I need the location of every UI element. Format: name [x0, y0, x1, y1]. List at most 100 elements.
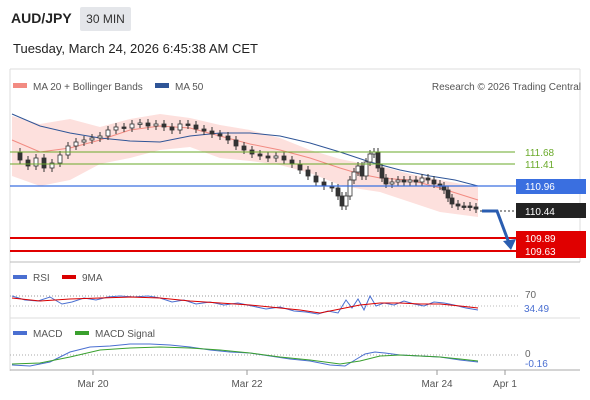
candlesticks	[17, 119, 479, 213]
legend-macd-signal-label: MACD Signal	[95, 329, 155, 340]
research-credit: Research © 2026 Trading Central	[432, 82, 581, 93]
legend-ma20: MA 20 + Bollinger Bands	[13, 82, 143, 93]
candle-body	[367, 153, 373, 163]
candle-body	[407, 179, 413, 183]
candle-body	[445, 189, 451, 199]
ma50-line	[11, 113, 479, 187]
candle-body	[25, 159, 31, 167]
legend-macd-signal-swatch	[75, 331, 89, 335]
candle-body	[121, 126, 127, 129]
pivot-badge	[516, 179, 586, 194]
ma20-line	[11, 125, 479, 201]
candle-body	[217, 133, 223, 137]
candle-body	[363, 161, 369, 177]
candle-body	[461, 205, 467, 208]
candle-body	[389, 181, 395, 185]
candle-body	[425, 177, 431, 181]
legend-9ma-label: 9MA	[82, 273, 103, 284]
legend-macd: MACD MACD Signal	[13, 329, 155, 340]
candle-body	[209, 130, 215, 135]
support-label-109-63: 109.63	[525, 247, 556, 258]
support-badge-109-89	[516, 231, 586, 245]
candle-body	[169, 126, 175, 131]
legend-ma20-swatch	[13, 83, 27, 88]
macd-zero-label: 0	[525, 349, 531, 360]
legend-9ma-swatch	[62, 275, 76, 279]
timeframe-button[interactable]: 30 MIN	[80, 7, 131, 31]
candle-body	[347, 179, 353, 197]
candle-body	[257, 153, 263, 157]
candle-body	[193, 124, 199, 130]
candle-body	[419, 177, 425, 183]
candle-body	[105, 129, 111, 137]
candle-body	[41, 157, 47, 169]
current-price-badge	[516, 203, 586, 218]
candle-body	[57, 154, 63, 164]
rsi-9ma-line	[11, 296, 479, 314]
resistance-label-111-68: 111.68	[525, 148, 555, 159]
candle-body	[431, 179, 437, 185]
candle-body	[335, 187, 341, 197]
candle-body	[201, 128, 207, 132]
candle-body	[241, 145, 247, 151]
rsi-line	[11, 294, 479, 315]
candle-body	[351, 171, 357, 181]
rsi-current-value: 34.49	[524, 304, 549, 315]
macd-current-value: -0.16	[525, 359, 548, 370]
candle-body	[289, 159, 295, 165]
symbol-title: AUD/JPY	[11, 10, 72, 26]
legend-ma20-label: MA 20 + Bollinger Bands	[33, 82, 143, 93]
candle-body	[383, 177, 389, 185]
legend-rsi-label: RSI	[33, 273, 50, 284]
candle-body	[441, 185, 447, 191]
current-price-label: 110.44	[525, 207, 555, 218]
legend-rsi: RSI 9MA	[13, 273, 103, 284]
bollinger-band	[12, 114, 478, 217]
legend-ma50-swatch	[155, 83, 169, 88]
candle-body	[89, 137, 95, 141]
candle-body	[379, 167, 385, 179]
candle-body	[97, 135, 103, 139]
candle-body	[81, 139, 87, 143]
support-label-109-89: 109.89	[525, 234, 556, 245]
candle-body	[65, 145, 71, 156]
candle-body	[467, 205, 473, 208]
candle-body	[33, 157, 39, 167]
legend-rsi-swatch	[13, 275, 27, 279]
candle-body	[455, 203, 461, 207]
resistance-label-111-41: 111.41	[525, 160, 555, 171]
candle-body	[355, 165, 361, 173]
candle-body	[145, 122, 151, 127]
macd-signal-line	[11, 346, 479, 365]
candle-body	[161, 123, 167, 128]
pivot-label: 110.96	[525, 182, 555, 193]
candle-body	[185, 123, 191, 126]
candle-body	[73, 141, 79, 147]
candle-body	[343, 195, 349, 207]
support-badge-109-63	[516, 244, 586, 258]
candle-body	[17, 151, 23, 161]
x-tick-mar24: Mar 24	[421, 379, 453, 390]
candle-body	[375, 151, 381, 169]
legend-ma50: MA 50	[155, 82, 204, 93]
candle-body	[359, 165, 365, 177]
candle-body	[233, 139, 239, 147]
legend-ma50-label: MA 50	[175, 82, 204, 93]
candle-body	[49, 162, 55, 169]
candle-body	[395, 179, 401, 183]
candle-body	[129, 123, 135, 129]
candle-body	[153, 123, 159, 127]
x-tick-mar22: Mar 22	[231, 379, 263, 390]
candle-body	[265, 155, 271, 159]
candle-body	[225, 135, 231, 141]
candle-body	[473, 206, 479, 210]
candle-body	[305, 169, 311, 177]
candle-body	[297, 163, 303, 171]
x-tick-apr1: Apr 1	[493, 379, 517, 390]
candle-body	[449, 197, 455, 205]
candle-body	[339, 195, 345, 207]
legend-macd-swatch	[13, 331, 27, 335]
candle-body	[413, 179, 419, 183]
